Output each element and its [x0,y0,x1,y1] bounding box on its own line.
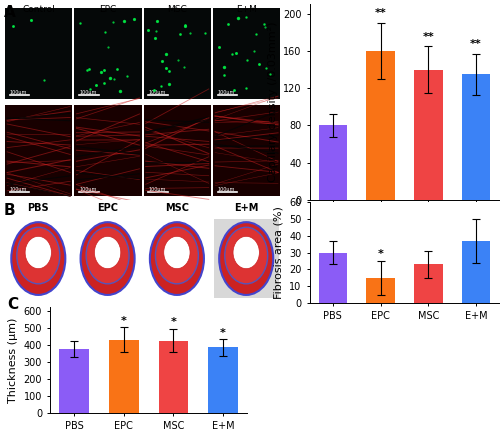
Text: 100μm: 100μm [10,90,27,95]
Bar [414,264,443,303]
Ellipse shape [150,222,204,295]
Bar [144,105,211,196]
Text: C: C [7,297,18,312]
Text: 100μm: 100μm [79,187,97,192]
Text: EPC: EPC [97,203,118,213]
Bar [213,105,280,196]
Ellipse shape [25,237,51,269]
Text: 100μm: 100μm [149,90,166,95]
Bar [366,51,395,200]
Text: B: B [4,203,15,218]
Text: **: ** [422,31,434,42]
Text: 100μm: 100μm [149,187,166,192]
Text: Control: Control [22,5,55,14]
Ellipse shape [11,222,66,295]
Text: **: ** [470,39,482,49]
Bar [462,74,490,200]
Text: MSC: MSC [165,203,189,213]
Ellipse shape [233,237,260,269]
Text: E+M: E+M [234,203,259,213]
Bar [75,8,142,99]
Text: *: * [220,328,226,338]
Ellipse shape [155,227,199,284]
Bar [366,278,395,303]
Ellipse shape [225,227,268,284]
Text: PBS: PBS [28,203,49,213]
Bar [5,105,72,196]
Text: 100μm: 100μm [10,187,27,192]
Bar [319,126,347,200]
Bar [462,241,490,303]
Ellipse shape [81,222,135,295]
Y-axis label: Thickness (μm): Thickness (μm) [8,317,18,403]
Bar [208,347,238,413]
Bar [214,219,279,298]
Bar [159,341,188,413]
Text: *: * [377,249,384,259]
Bar [213,8,280,99]
Ellipse shape [94,237,121,269]
Bar [144,8,211,99]
Text: *: * [121,316,127,326]
Ellipse shape [164,237,190,269]
Ellipse shape [17,227,60,284]
Text: A: A [4,5,16,20]
Ellipse shape [219,222,273,295]
Y-axis label: Fibrosis area (%): Fibrosis area (%) [274,206,284,299]
Text: MSC: MSC [167,5,187,14]
Text: 100μm: 100μm [218,90,235,95]
Bar [319,253,347,303]
Text: EPC: EPC [99,5,116,14]
Bar [75,105,142,196]
Ellipse shape [86,227,129,284]
Text: 100μm: 100μm [79,90,97,95]
Y-axis label: Capillary density (/0.03mm²): Capillary density (/0.03mm²) [268,22,278,182]
Text: 100μm: 100μm [218,187,235,192]
Bar [414,70,443,200]
Bar [59,349,89,413]
Text: *: * [170,317,176,327]
Bar [5,8,72,99]
Bar [109,340,139,413]
Text: **: ** [374,8,387,18]
Text: E+M: E+M [236,5,257,14]
